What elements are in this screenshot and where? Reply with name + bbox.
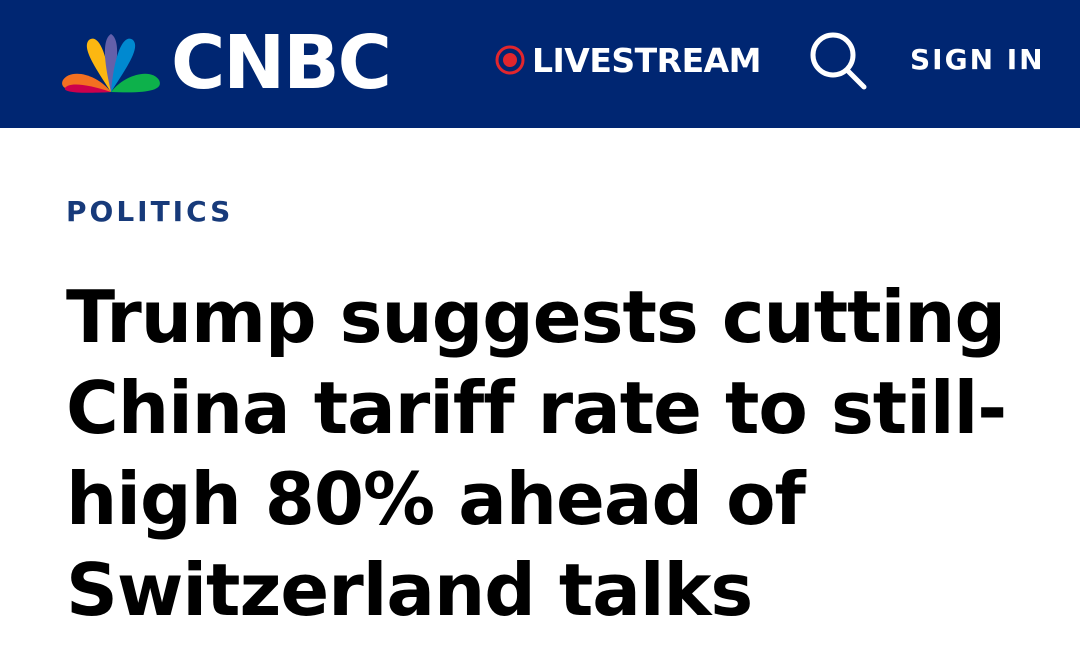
livestream-link[interactable]: LIVESTREAM [494, 38, 762, 82]
sign-in-button[interactable]: SIGN IN [910, 43, 1045, 76]
livestream-label: LIVESTREAM [532, 40, 762, 80]
search-icon [810, 32, 867, 90]
live-record-icon [495, 45, 525, 75]
cnbc-logo[interactable]: CNBC [57, 20, 392, 106]
peacock-logo-icon [62, 34, 160, 93]
search-button[interactable] [806, 28, 870, 92]
article-headline: Trump suggests cutting China tariff rate… [66, 275, 1007, 632]
section-label[interactable]: POLITICS [66, 195, 234, 228]
top-nav-bar: CNBC LIVESTREAM SIGN IN [0, 0, 1080, 128]
cnbc-wordmark: CNBC [171, 20, 392, 106]
